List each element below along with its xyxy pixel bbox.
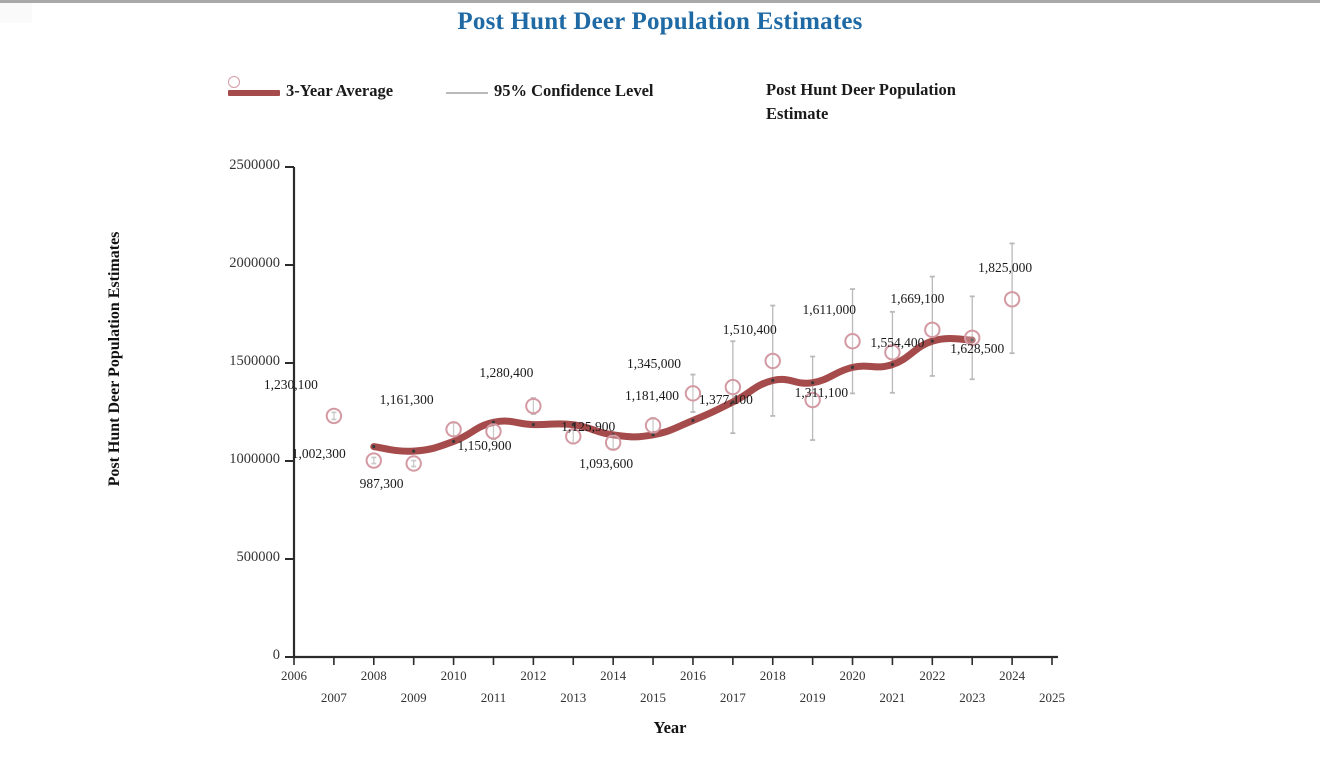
population-estimate-marker[interactable] — [804, 391, 821, 409]
population-estimate-marker[interactable] — [445, 421, 462, 438]
x-axis-tick-label: 2012 — [520, 668, 547, 683]
three-year-average-node — [372, 445, 376, 449]
population-estimate-marker[interactable] — [764, 352, 781, 370]
x-axis-tick-label: 2016 — [679, 668, 706, 683]
x-axis-tick-label: 2019 — [799, 690, 826, 705]
x-axis-tick-label: 2007 — [320, 690, 347, 705]
population-estimate-marker[interactable] — [684, 385, 702, 402]
y-axis-title: Post Hunt Deer Population Estimates — [106, 231, 123, 487]
data-point-label: 1,150,900 — [457, 438, 512, 454]
three-year-average-node — [930, 339, 934, 343]
data-point-label: 1,611,000 — [802, 302, 857, 318]
population-estimate-marker[interactable] — [1003, 291, 1021, 308]
x-axis-tick-label: 2023 — [959, 690, 986, 705]
population-estimate-marker[interactable] — [884, 344, 901, 361]
x-axis-tick-label: 2006 — [281, 668, 307, 683]
x-axis-tick-label: 2022 — [919, 668, 946, 683]
x-axis-tick-label: 2013 — [560, 690, 587, 705]
x-axis-tick-label: 2024 — [999, 668, 1026, 683]
y-axis-tick-label: 1500000 — [229, 353, 280, 369]
x-axis-tick-label: 2018 — [759, 668, 786, 683]
y-axis-tick-label: 1000000 — [229, 451, 280, 467]
x-axis-tick-label: 2009 — [400, 690, 427, 705]
window-top-bar — [0, 0, 1320, 3]
x-axis-tick-label: 2015 — [640, 690, 667, 705]
population-estimate-marker[interactable] — [724, 378, 742, 396]
three-year-average-node — [811, 381, 815, 385]
three-year-average-node — [571, 423, 575, 427]
data-point-label: 1,554,400 — [870, 335, 925, 351]
population-estimate-marker[interactable] — [565, 428, 582, 445]
data-point-label: 1,093,600 — [579, 455, 634, 471]
data-point-label: 1,825,000 — [978, 260, 1033, 276]
top-left-corner-block — [0, 3, 32, 23]
x-axis-title: Year — [653, 718, 687, 737]
x-axis-tick-label: 2011 — [480, 690, 507, 705]
x-axis-tick-label: 2010 — [440, 668, 467, 683]
data-point-label: 1,280,400 — [479, 365, 534, 381]
legend-swatch-3-year-average — [228, 90, 280, 96]
three-year-average-line — [370, 334, 976, 455]
data-point-label: 1,669,100 — [890, 290, 945, 306]
data-point-label: 1,125,900 — [561, 419, 616, 435]
population-estimate-marker[interactable] — [644, 417, 662, 434]
y-axis-tick-label: 2500000 — [229, 157, 280, 173]
y-axis-tick-label: 2000000 — [229, 255, 280, 271]
population-estimate-marker[interactable] — [844, 333, 861, 350]
x-axis-tick-label: 2014 — [600, 668, 627, 683]
data-point-label: 1,377,100 — [698, 392, 753, 408]
data-point-label: 1,161,300 — [379, 392, 434, 408]
data-point-label: 1,002,300 — [291, 445, 346, 461]
population-estimate-marker[interactable] — [924, 321, 941, 339]
three-year-average-node — [970, 338, 974, 342]
legend-swatch-confidence-level — [446, 92, 488, 94]
population-estimate-marker[interactable] — [485, 423, 502, 440]
data-point-label: 1,181,400 — [625, 388, 680, 404]
data-point-label: 1,510,400 — [722, 321, 777, 337]
legend-swatch-population-estimate — [228, 76, 240, 88]
population-estimate-marker[interactable] — [964, 329, 981, 347]
x-axis-tick-label: 2021 — [879, 690, 906, 705]
three-year-average-node — [691, 418, 695, 423]
population-estimate-marker[interactable] — [525, 397, 542, 415]
x-axis-tick-label: 2017 — [719, 690, 746, 705]
three-year-average-node — [491, 420, 496, 424]
population-estimate-marker[interactable] — [604, 434, 622, 451]
three-year-average-node — [890, 362, 895, 367]
y-axis-tick-label: 0 — [272, 647, 280, 663]
data-point-label: 1,628,500 — [950, 340, 1005, 356]
chart-legend: 3-Year Average 95% Confidence Level Post… — [228, 76, 1048, 123]
legend-label-3-year-average: 3-Year Average — [286, 81, 394, 100]
data-point-label: 987,300 — [359, 476, 404, 492]
legend-label-confidence-level: 95% Confidence Level — [494, 81, 654, 100]
page-title: Post Hunt Deer Population Estimates — [457, 8, 863, 35]
three-year-average-node — [771, 378, 775, 383]
y-axis-tick-label: 500000 — [236, 549, 281, 565]
three-year-average-node — [451, 439, 456, 444]
three-year-average-node — [412, 449, 416, 453]
x-axis-tick-label: 2020 — [839, 668, 866, 683]
three-year-average-node — [531, 422, 535, 427]
population-estimate-marker[interactable] — [325, 407, 343, 425]
population-estimate-marker[interactable] — [405, 455, 422, 472]
data-point-label: 1,230,100 — [263, 376, 318, 392]
three-year-average-node — [850, 365, 855, 370]
data-point-label: 1,345,000 — [626, 356, 681, 372]
x-axis-tick-label: 2025 — [1039, 690, 1065, 705]
population-estimate-marker[interactable] — [365, 452, 382, 469]
x-axis-tick-label: 2008 — [360, 668, 387, 683]
data-point-label: 1,311,100 — [794, 385, 849, 401]
three-year-average-node — [651, 433, 655, 437]
legend-label-population-estimate: Post Hunt Deer Population Estimate — [766, 80, 956, 123]
three-year-average-node — [731, 400, 735, 404]
